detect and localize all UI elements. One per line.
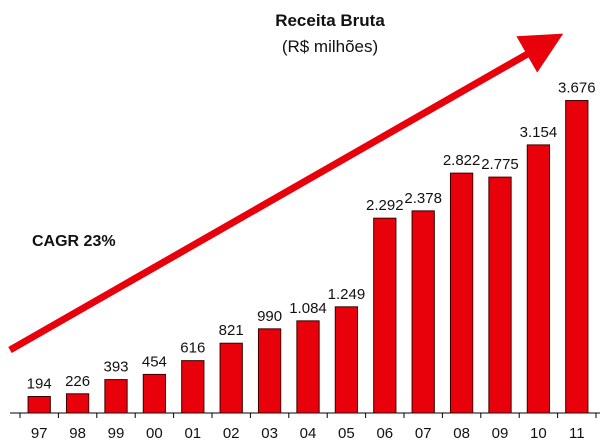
bar bbox=[219, 342, 243, 414]
value-label: 393 bbox=[103, 359, 128, 376]
bar bbox=[181, 360, 205, 414]
bar bbox=[296, 320, 320, 414]
bar bbox=[488, 176, 512, 414]
bar bbox=[565, 100, 589, 414]
bar bbox=[411, 210, 435, 414]
x-tick-label: 00 bbox=[146, 425, 163, 442]
x-tick-label: 01 bbox=[184, 425, 201, 442]
x-tick-label: 98 bbox=[69, 425, 86, 442]
x-tick-label: 07 bbox=[415, 425, 432, 442]
x-tick-label: 99 bbox=[108, 425, 125, 442]
value-label: 3.154 bbox=[520, 124, 558, 141]
x-tick-label: 05 bbox=[338, 425, 355, 442]
value-label: 3.676 bbox=[558, 80, 596, 97]
value-label: 2.292 bbox=[366, 197, 404, 214]
x-tick-label: 09 bbox=[492, 425, 509, 442]
x-tick-label: 97 bbox=[31, 425, 48, 442]
value-label: 821 bbox=[219, 322, 244, 339]
bar bbox=[334, 306, 359, 414]
value-label: 616 bbox=[180, 340, 205, 357]
growth-arrow bbox=[8, 33, 564, 354]
chart-title: Receita Bruta bbox=[275, 11, 385, 30]
chart-subtitle: (R$ milhões) bbox=[282, 37, 378, 56]
value-label: 194 bbox=[27, 376, 52, 393]
bar bbox=[142, 373, 167, 414]
bar bbox=[257, 328, 282, 414]
value-label: 226 bbox=[65, 373, 90, 390]
x-tick-label: 08 bbox=[453, 425, 470, 442]
bar bbox=[526, 144, 551, 414]
x-tick-label: 02 bbox=[223, 425, 240, 442]
value-label: 2.378 bbox=[404, 190, 442, 207]
value-label: 1.084 bbox=[289, 300, 327, 317]
bar bbox=[65, 393, 90, 414]
bar bbox=[449, 172, 474, 414]
bar bbox=[27, 396, 51, 414]
bar bbox=[373, 217, 397, 414]
value-label: 454 bbox=[142, 353, 167, 370]
value-label: 2.822 bbox=[443, 152, 481, 169]
x-tick-label: 10 bbox=[530, 425, 547, 442]
value-label: 2.775 bbox=[481, 156, 519, 173]
x-tick-label: 04 bbox=[300, 425, 317, 442]
bar bbox=[104, 379, 128, 414]
value-label: 990 bbox=[257, 308, 282, 325]
annotation: CAGR 23% bbox=[32, 233, 116, 250]
x-tick-label: 03 bbox=[261, 425, 278, 442]
x-tick-label: 06 bbox=[376, 425, 393, 442]
value-label: 1.249 bbox=[328, 286, 366, 303]
x-tick-label: 11 bbox=[569, 425, 585, 442]
